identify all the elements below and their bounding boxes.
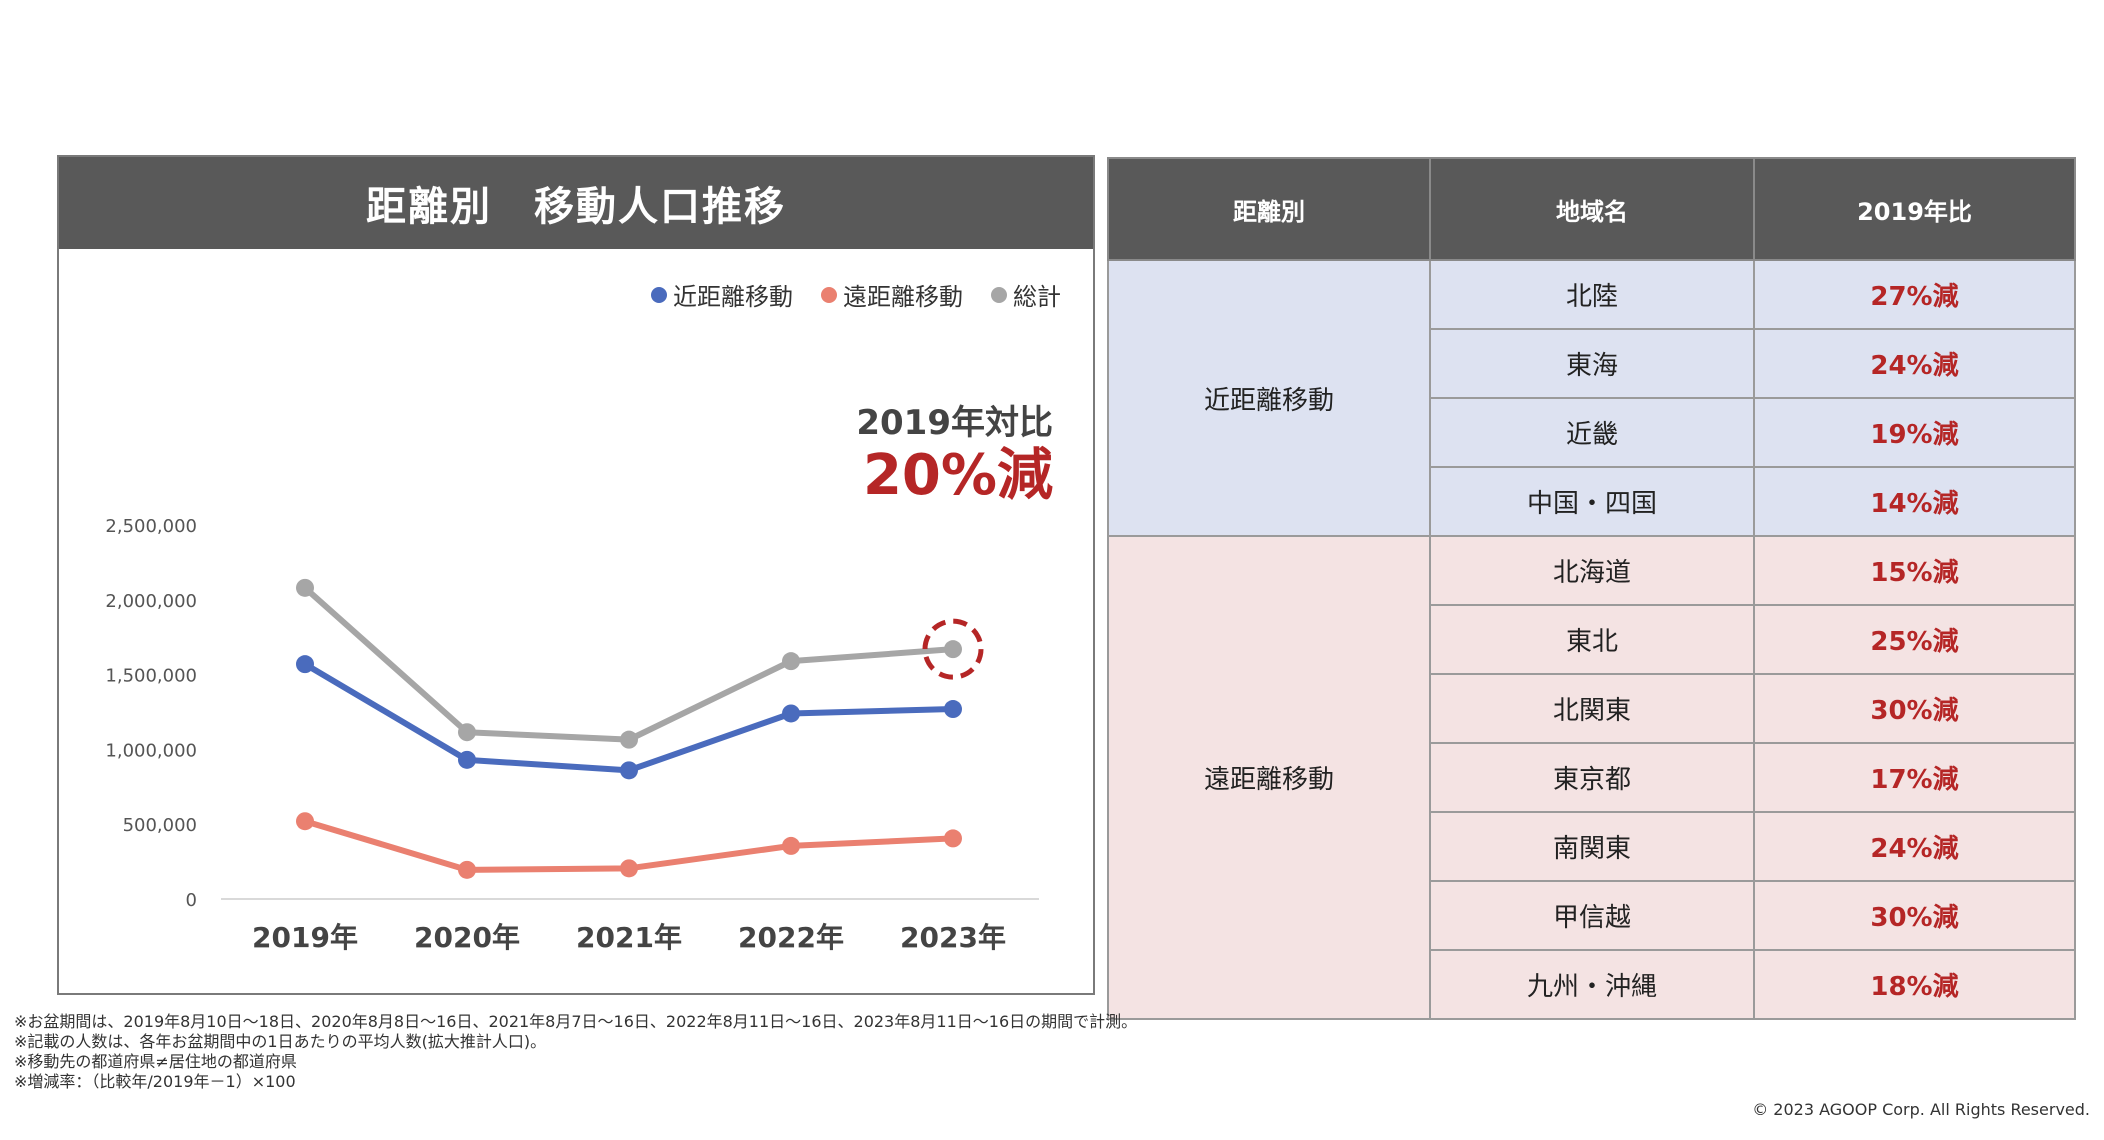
legend-label-far: 遠距離移動 (843, 283, 963, 311)
region-cell: 近畿 (1429, 397, 1755, 468)
region-cell: 中国・四国 (1429, 466, 1755, 537)
table-row: 近畿 19%減 (1108, 397, 2076, 468)
data-point (620, 859, 638, 878)
region-cell: 東北 (1429, 604, 1755, 675)
x-tick-label: 2021年 (576, 921, 682, 954)
line-chart: 0 500,000 1,000,000 1,500,000 2,000,000 2,500… (105, 516, 1039, 954)
x-tick-label: 2023年 (900, 921, 1006, 954)
data-point (458, 860, 476, 879)
region-cell: 九州・沖縄 (1429, 949, 1755, 1020)
chart-legend: 近距離移動 遠距離移動 総計 (651, 277, 1061, 312)
region-cell: 北陸 (1429, 259, 1755, 330)
footnote-destination: ※移動先の都道府県≠居住地の都道府県 (14, 1052, 297, 1071)
y-tick-label: 2,500,000 (105, 516, 197, 537)
footnote-count: ※記載の人数は、各年お盆期間中の1日あたりの平均人数(拡大推計人口)。 (14, 1032, 547, 1051)
table-row: 遠距離移動 北海道 15%減 (1107, 535, 2076, 1020)
table-row: 甲信越 30%減 (1108, 880, 2076, 951)
legend-item-near: 近距離移動 (651, 277, 793, 312)
change-cell: 19%減 (1753, 397, 2076, 468)
y-tick-label: 500,000 (123, 815, 197, 836)
table-row: 中国・四国 14%減 (1108, 466, 2076, 537)
change-cell: 30%減 (1753, 673, 2076, 744)
legend-item-far: 遠距離移動 (821, 277, 963, 312)
data-point (782, 836, 800, 855)
region-cell: 北関東 (1429, 673, 1755, 744)
data-point (296, 655, 314, 674)
footnote-rate: ※増減率：（比較年/2019年－1）×100 (14, 1072, 296, 1091)
x-tick-label: 2020年 (414, 921, 520, 954)
change-cell: 27%減 (1753, 259, 2076, 330)
change-cell: 17%減 (1753, 742, 2076, 813)
data-point (296, 812, 314, 831)
table-row: 東京都 17%減 (1108, 742, 2076, 813)
group-cell: 近距離移動 (1107, 259, 1431, 537)
comparison-callout: 2019年対比 20%減 (856, 395, 1053, 508)
footnotes: ※お盆期間は、2019年8月10日～18日、2020年8月8日～16日、2021… (14, 1012, 1137, 1092)
chart-panel: 距離別 移動人口推移 近距離移動 遠距離移動 総計 0 500,000 1,000,… (57, 155, 1095, 995)
data-point (458, 750, 476, 769)
legend-label-near: 近距離移動 (673, 283, 793, 311)
legend-marker-far (821, 286, 837, 303)
data-point (620, 761, 638, 780)
header-region: 地域名 (1429, 157, 1755, 261)
legend-label-total: 総計 (1013, 283, 1061, 311)
x-tick-label: 2019年 (252, 921, 358, 954)
region-cell: 東京都 (1429, 742, 1755, 813)
callout-label: 2019年対比 (856, 403, 1053, 443)
chart-title: 距離別 移動人口推移 (59, 157, 1093, 249)
region-cell: 甲信越 (1429, 880, 1755, 951)
change-cell: 30%減 (1753, 880, 2076, 951)
data-point (296, 578, 314, 597)
table-row: 北関東 30%減 (1108, 673, 2076, 744)
region-table: 距離別 地域名 2019年比 近距離移動 北陸 27%減 東海 24%減 近畿 19%減 中国… (1107, 157, 2076, 1020)
data-point (944, 829, 962, 848)
data-point (782, 704, 800, 723)
y-tick-label: 1,000,000 (105, 740, 197, 761)
table-row: 東北 25%減 (1108, 604, 2076, 675)
region-cell: 北海道 (1429, 535, 1755, 606)
data-point (944, 640, 962, 659)
group-cell: 遠距離移動 (1107, 535, 1431, 1020)
y-tick-label: 2,000,000 (105, 591, 197, 612)
series-line (303, 585, 954, 743)
data-point (944, 700, 962, 719)
callout-value: 20%減 (862, 443, 1053, 508)
table-row: 東海 24%減 (1108, 328, 2076, 399)
change-cell: 25%減 (1753, 604, 2076, 675)
series-line (303, 661, 954, 774)
legend-marker-near (651, 286, 667, 303)
legend-marker-total (991, 286, 1007, 303)
region-cell: 東海 (1429, 328, 1755, 399)
change-cell: 18%減 (1753, 949, 2076, 1020)
change-cell: 15%減 (1753, 535, 2076, 606)
copyright: © 2023 AGOOP Corp. All Rights Reserved. (1752, 1100, 2090, 1119)
data-point (782, 652, 800, 671)
table-row: 九州・沖縄 18%減 (1108, 949, 2076, 1020)
footnote-period: ※お盆期間は、2019年8月10日～18日、2020年8月8日～16日、2021… (14, 1012, 1138, 1031)
change-cell: 24%減 (1753, 328, 2076, 399)
table-row: 近距離移動 北陸 27%減 (1107, 259, 2076, 537)
change-cell: 24%減 (1753, 811, 2076, 882)
header-distance: 距離別 (1107, 157, 1431, 261)
legend-item-total: 総計 (991, 277, 1061, 312)
header-change: 2019年比 (1753, 157, 2076, 261)
y-tick-label: 0 (186, 890, 197, 911)
x-tick-label: 2022年 (738, 921, 844, 954)
table-row: 南関東 24%減 (1108, 811, 2076, 882)
change-cell: 14%減 (1753, 466, 2076, 537)
table-header-row: 距離別 地域名 2019年比 (1107, 157, 2076, 261)
region-cell: 南関東 (1429, 811, 1755, 882)
data-point (620, 730, 638, 749)
data-point (458, 723, 476, 742)
y-tick-label: 1,500,000 (105, 666, 197, 687)
